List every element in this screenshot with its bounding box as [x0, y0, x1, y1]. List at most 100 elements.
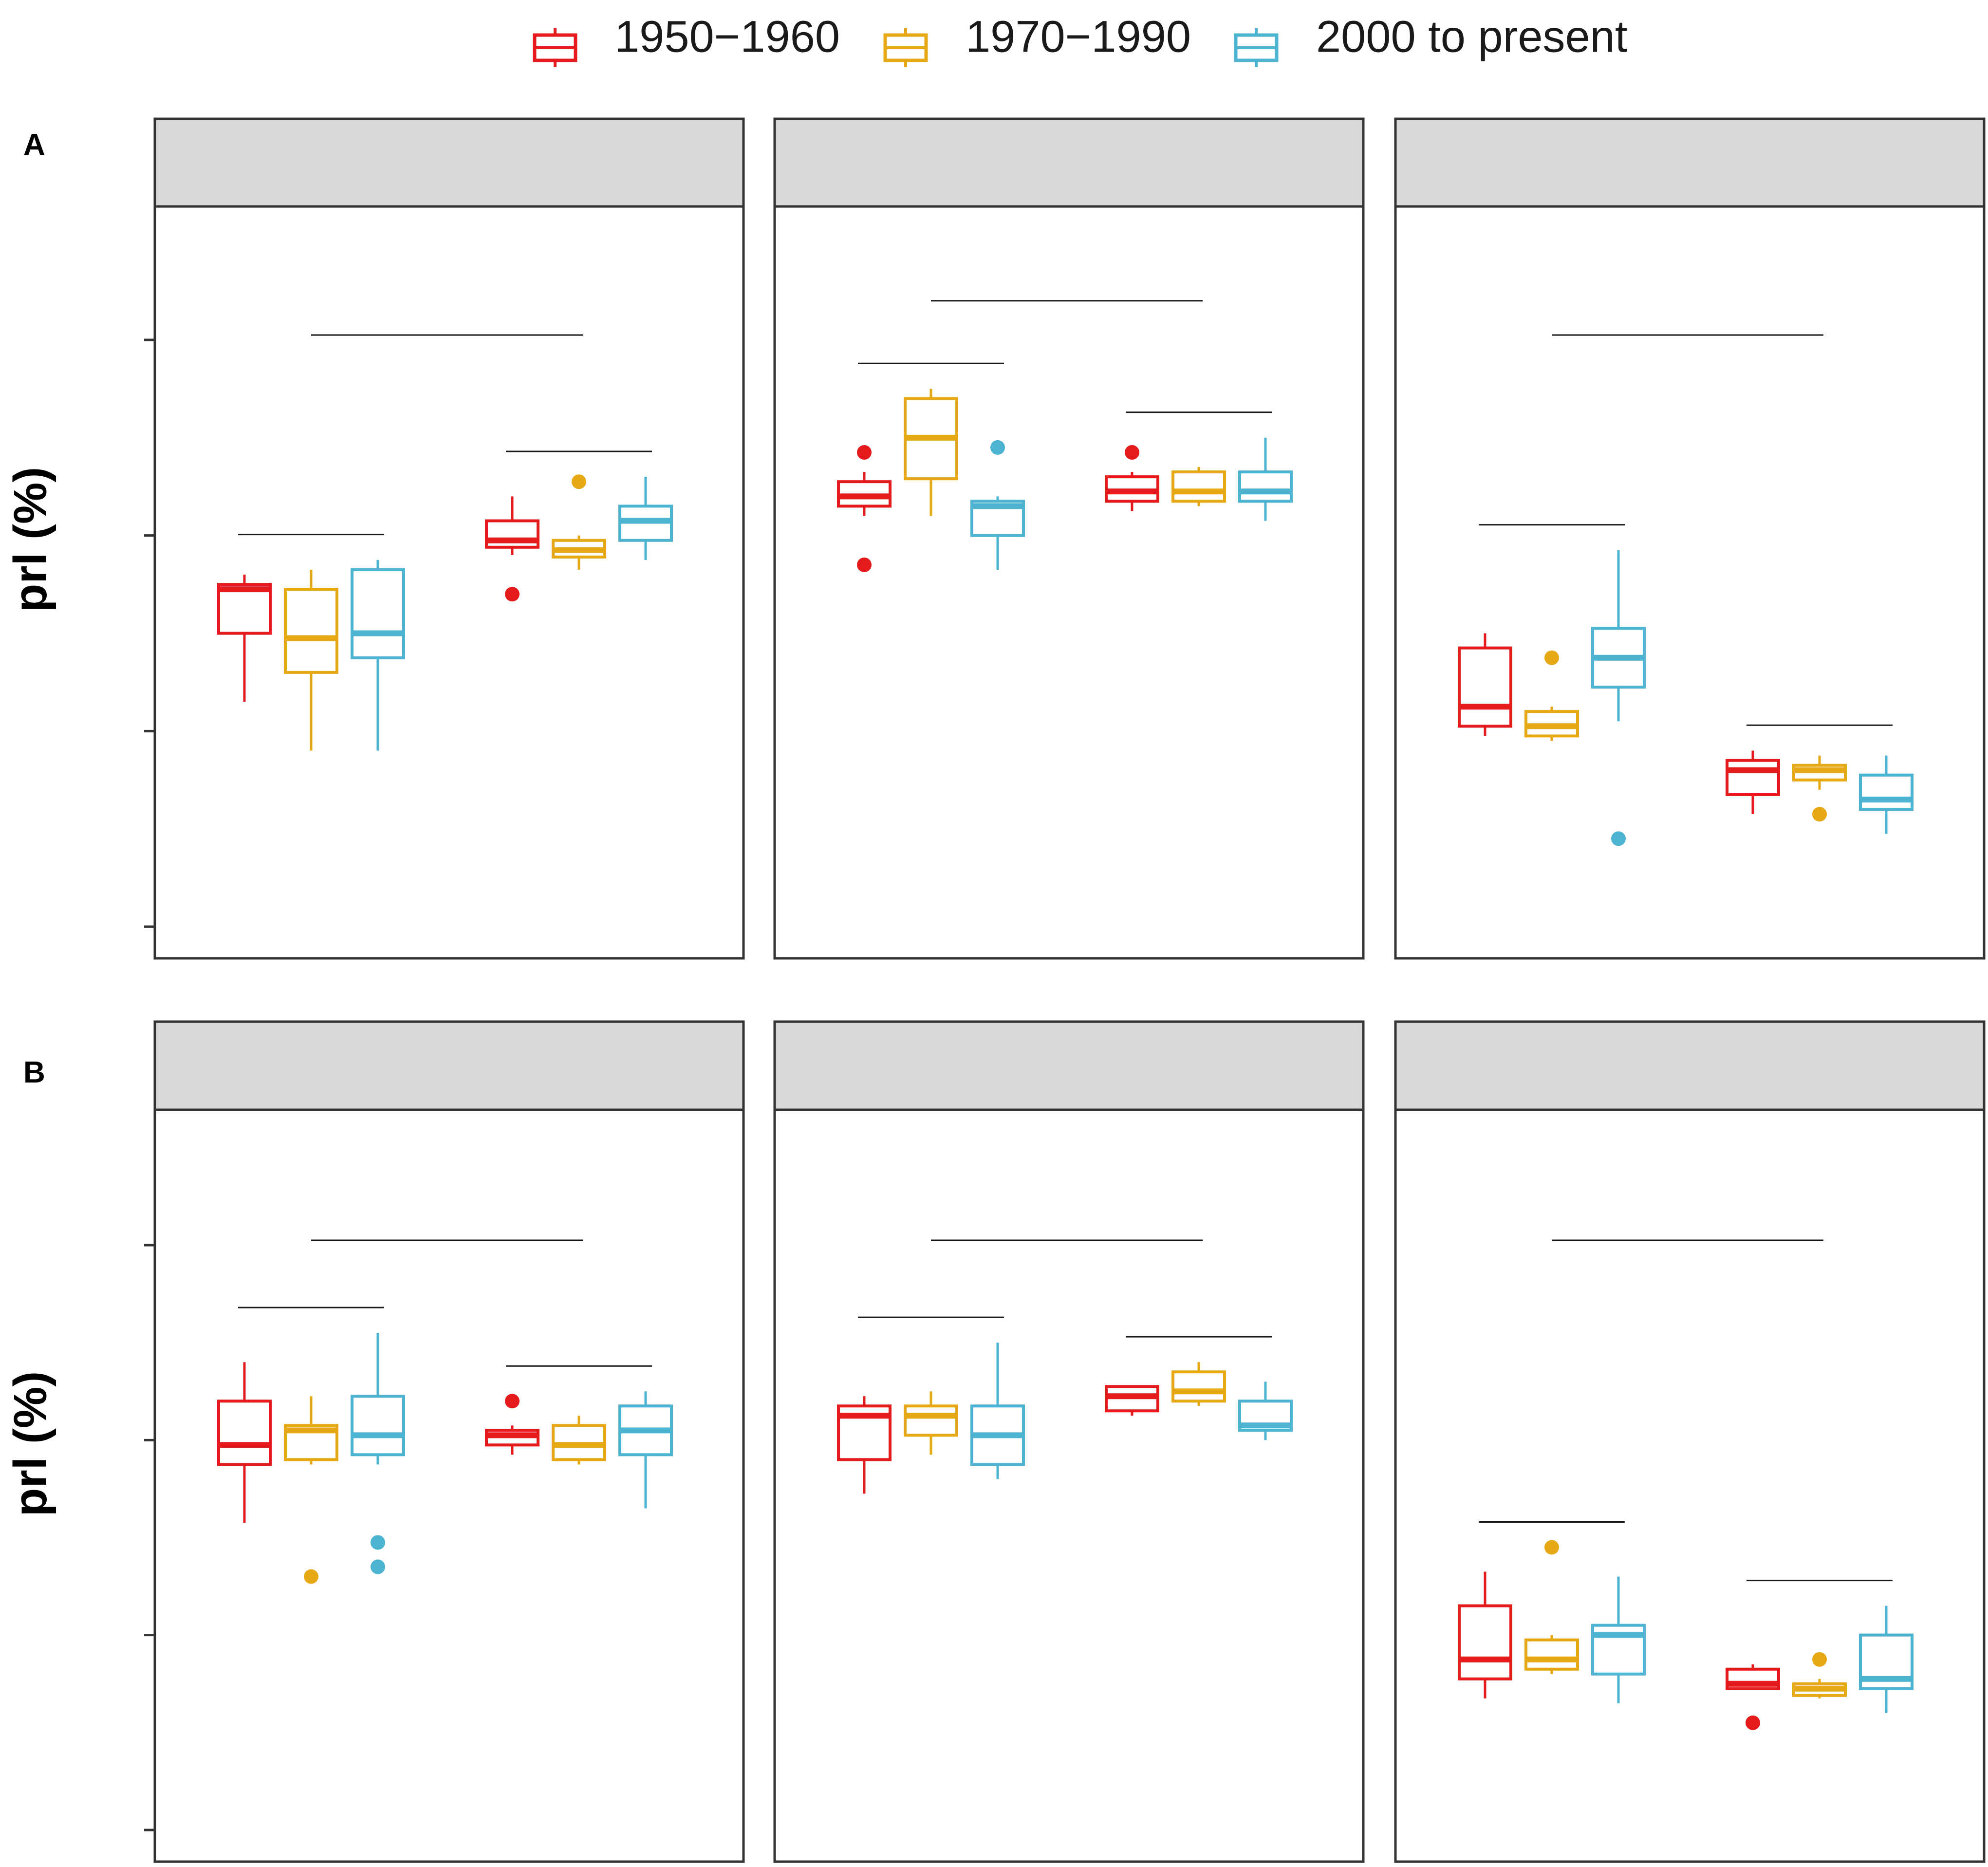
row-b-y-axis-title: prl (%): [4, 1371, 56, 1517]
facet-b-3-with-amf-box-1970-1990-outlier-1: [1812, 1652, 1827, 1667]
facet-b-3-without-amf-box-1950-1960: [1458, 1571, 1512, 1699]
facet-a-3-with-amf-box-1970-1990-outlier-1: [1812, 807, 1827, 822]
facet-a-3-with-amf-box-1950-1960: [1726, 750, 1780, 815]
facet-a-2-without-amf-box-1950-1960-outlier-1: [857, 445, 872, 460]
legend-item-2000-to-present: 2000 to present: [1234, 12, 1627, 67]
legend-label-1950-1960: 1950−1960: [614, 12, 840, 61]
facet-b-3-strip: [1394, 1020, 1986, 1111]
facet-a-1-with-amf-box-1950-1960: [485, 496, 539, 602]
row-a-y-axis-title: prl (%): [4, 467, 56, 613]
facet-b-1-without-amf-box-1970-1990: [284, 1396, 338, 1584]
facet-a-3-without-amf-box-1970-1990-outlier-1: [1544, 650, 1559, 665]
facet-a-3: [1394, 117, 1986, 960]
facet-b-2-with-amf-box-2000-to-present: [1238, 1382, 1293, 1440]
facet-a-2: [773, 117, 1365, 960]
facet-a-2-with-amf-box-1970-1990-iqr: [1171, 470, 1226, 503]
facet-a-3-without-amf-box-1970-1990: [1524, 650, 1579, 741]
facet-b-2-without-amf-box-1970-1990-iqr: [904, 1404, 958, 1437]
facet-b-1-without-amf-box-2000-to-present-outlier-1: [371, 1535, 385, 1550]
facet-b-1: [144, 1020, 745, 1863]
facet-a-2-without-amf-box-1950-1960: [837, 445, 892, 572]
row-b: B prl (%): [4, 1020, 1986, 1863]
facet-a-1-strip: [153, 117, 745, 208]
facet-b-3-with-amf-box-2000-to-present: [1859, 1606, 1914, 1713]
facet-b-2-with-amf-box-1950-1960: [1105, 1385, 1159, 1416]
facet-b-2-strip: [773, 1020, 1365, 1111]
facet-a-2-with-amf-box-2000-to-present: [1238, 437, 1293, 521]
facet-b-1-with-amf-box-1950-1960: [485, 1394, 539, 1455]
facet-b-2-without-amf-box-2000-to-present: [970, 1343, 1025, 1479]
facet-b-3: [1394, 1020, 1986, 1863]
facet-a-2-with-amf-box-2000-to-present-iqr: [1238, 470, 1293, 503]
facet-b-1-without-amf-box-1950-1960-iqr: [217, 1400, 272, 1466]
facet-a-3-strip: [1394, 117, 1986, 208]
facet-a-3-without-amf-box-2000-to-present-outlier-1: [1611, 831, 1626, 846]
facet-a-1-with-amf-box-1970-1990-outlier-1: [572, 474, 586, 489]
facet-a-2-without-amf-box-2000-to-present: [970, 440, 1025, 570]
legend-key-1970-1990: [883, 28, 928, 67]
facet-a-3-with-amf-box-2000-to-present-iqr: [1859, 773, 1914, 811]
facet-b-3-without-amf-box-2000-to-present: [1591, 1576, 1646, 1703]
facet-b-3-with-amf-box-1950-1960: [1726, 1664, 1780, 1730]
legend-item-1950-1960: 1950−1960: [533, 12, 840, 67]
facet-a-1-without-amf-box-1950-1960-iqr: [217, 583, 272, 635]
legend-key-1950-1960: [533, 28, 577, 67]
facet-b-3-without-amf-box-1970-1990: [1524, 1540, 1579, 1674]
facet-b-1-with-amf-box-1950-1960-outlier-1: [505, 1394, 520, 1409]
facet-b-2-without-amf-box-1950-1960: [837, 1396, 892, 1494]
facet-b-1-strip: [153, 1020, 745, 1111]
facet-b-3-without-amf-box-1950-1960-iqr: [1458, 1604, 1512, 1680]
facet-a-2-with-amf-box-1950-1960: [1105, 445, 1159, 511]
facet-b-1-without-amf-box-2000-to-present: [351, 1333, 405, 1574]
facet-a-1-without-amf-box-1970-1990: [284, 569, 338, 751]
legend-key-2000-to-present: [1234, 28, 1279, 67]
facet-b-2-frame: [773, 1108, 1365, 1863]
legend-item-1970-1990: 1970−1990: [883, 12, 1191, 67]
facet-a-1-with-amf-box-1950-1960-outlier-1: [505, 587, 520, 602]
facet-a-2-frame: [773, 205, 1365, 960]
facet-b-2-with-amf-box-1970-1990-iqr: [1171, 1370, 1226, 1403]
facet-b-2: [773, 1020, 1365, 1863]
legend: 1950−1960 1970−1990 2000 to present: [533, 12, 1627, 67]
facet-a-2-strip: [773, 117, 1365, 208]
legend-label-2000-to-present: 2000 to present: [1316, 12, 1627, 61]
facet-b-1-frame: [153, 1108, 745, 1863]
facet-a-3-without-amf-box-2000-to-present: [1591, 550, 1646, 846]
facet-a-2-without-amf-box-1950-1960-outlier-2: [857, 557, 872, 572]
facet-b-3-frame: [1394, 1108, 1986, 1863]
facet-b-1-with-amf-box-2000-to-present: [618, 1391, 673, 1509]
facet-a-1: [144, 117, 745, 960]
facet-a-3-with-amf-box-2000-to-present: [1859, 755, 1914, 834]
facet-a-1-without-amf-box-2000-to-present: [351, 560, 405, 751]
facet-a-1-with-amf-box-2000-to-present: [618, 477, 673, 560]
facet-a-1-without-amf-box-1970-1990-iqr: [284, 588, 338, 674]
facet-b-2-without-amf-box-1970-1990: [904, 1391, 958, 1455]
facet-b-3-without-amf-box-1970-1990-iqr: [1524, 1638, 1579, 1671]
facet-b-1-without-amf-box-2000-to-present-iqr: [351, 1395, 405, 1456]
facet-a-3-without-amf-box-1950-1960: [1458, 633, 1512, 736]
facet-b-1-with-amf-box-1970-1990: [552, 1416, 606, 1465]
facet-b-2-with-amf-box-1970-1990: [1171, 1362, 1226, 1406]
facet-a-2-without-amf-box-1970-1990: [904, 389, 958, 516]
facet-b-1-without-amf-box-1950-1960: [217, 1362, 272, 1523]
facet-b-1-without-amf-box-2000-to-present-outlier-2: [371, 1559, 385, 1574]
facet-b-1-without-amf-box-1970-1990-outlier-1: [304, 1569, 318, 1584]
facet-a-1-without-amf-box-1950-1960: [217, 575, 272, 702]
facet-a-3-with-amf-box-1970-1990: [1792, 755, 1847, 822]
facet-a-2-without-amf-box-2000-to-present-outlier-1: [990, 440, 1005, 455]
facet-a-3-without-amf-box-1950-1960-iqr: [1458, 646, 1512, 728]
row-a-label: A: [23, 128, 45, 162]
facet-a-3-with-amf-box-1950-1960-iqr: [1726, 759, 1780, 796]
facet-a-1-frame: [153, 205, 745, 960]
facet-b-3-without-amf-box-1970-1990-outlier-1: [1544, 1540, 1559, 1555]
facet-b-3-with-amf-box-1970-1990: [1792, 1652, 1847, 1699]
facet-a-1-without-amf-box-2000-to-present-iqr: [351, 568, 405, 659]
facet-a-2-with-amf-box-1950-1960-outlier-1: [1125, 445, 1139, 460]
row-a: A prl (%): [4, 117, 1986, 960]
facet-a-3-frame: [1394, 205, 1986, 960]
facet-a-2-with-amf-box-1970-1990: [1171, 467, 1226, 506]
facet-a-1-with-amf-box-1970-1990: [552, 474, 606, 570]
facet-b-3-with-amf-box-1950-1960-outlier-1: [1746, 1715, 1760, 1730]
